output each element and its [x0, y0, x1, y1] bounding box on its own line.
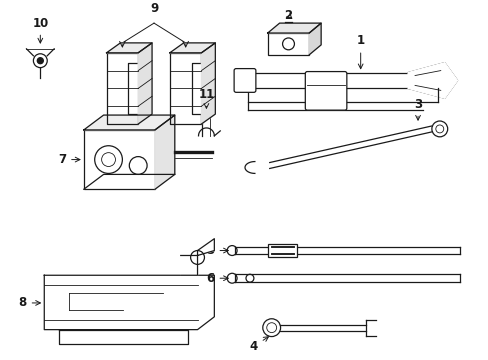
- Text: 7: 7: [58, 153, 80, 166]
- Text: 2: 2: [284, 9, 292, 22]
- Polygon shape: [59, 330, 187, 345]
- Text: 9: 9: [150, 2, 158, 15]
- Text: 5: 5: [206, 244, 228, 257]
- Polygon shape: [155, 115, 174, 189]
- Bar: [83, 130, 155, 189]
- Polygon shape: [83, 115, 174, 130]
- Polygon shape: [169, 43, 215, 53]
- Circle shape: [37, 58, 43, 64]
- Bar: [267, 33, 308, 55]
- Polygon shape: [308, 23, 321, 55]
- Text: 4: 4: [249, 337, 268, 353]
- Polygon shape: [106, 53, 138, 124]
- Polygon shape: [407, 63, 457, 98]
- Text: 1: 1: [356, 35, 364, 69]
- Polygon shape: [106, 43, 152, 53]
- Text: 6: 6: [206, 272, 228, 285]
- Polygon shape: [181, 239, 214, 275]
- Text: 10: 10: [32, 17, 48, 43]
- Text: 11: 11: [198, 88, 214, 108]
- FancyBboxPatch shape: [234, 69, 255, 92]
- FancyBboxPatch shape: [305, 72, 346, 110]
- Bar: [267, 244, 297, 257]
- Polygon shape: [44, 275, 214, 330]
- Text: 3: 3: [413, 98, 421, 120]
- Polygon shape: [138, 43, 152, 124]
- Polygon shape: [201, 43, 215, 124]
- Polygon shape: [267, 23, 321, 33]
- Polygon shape: [169, 53, 201, 124]
- Text: 8: 8: [19, 296, 41, 310]
